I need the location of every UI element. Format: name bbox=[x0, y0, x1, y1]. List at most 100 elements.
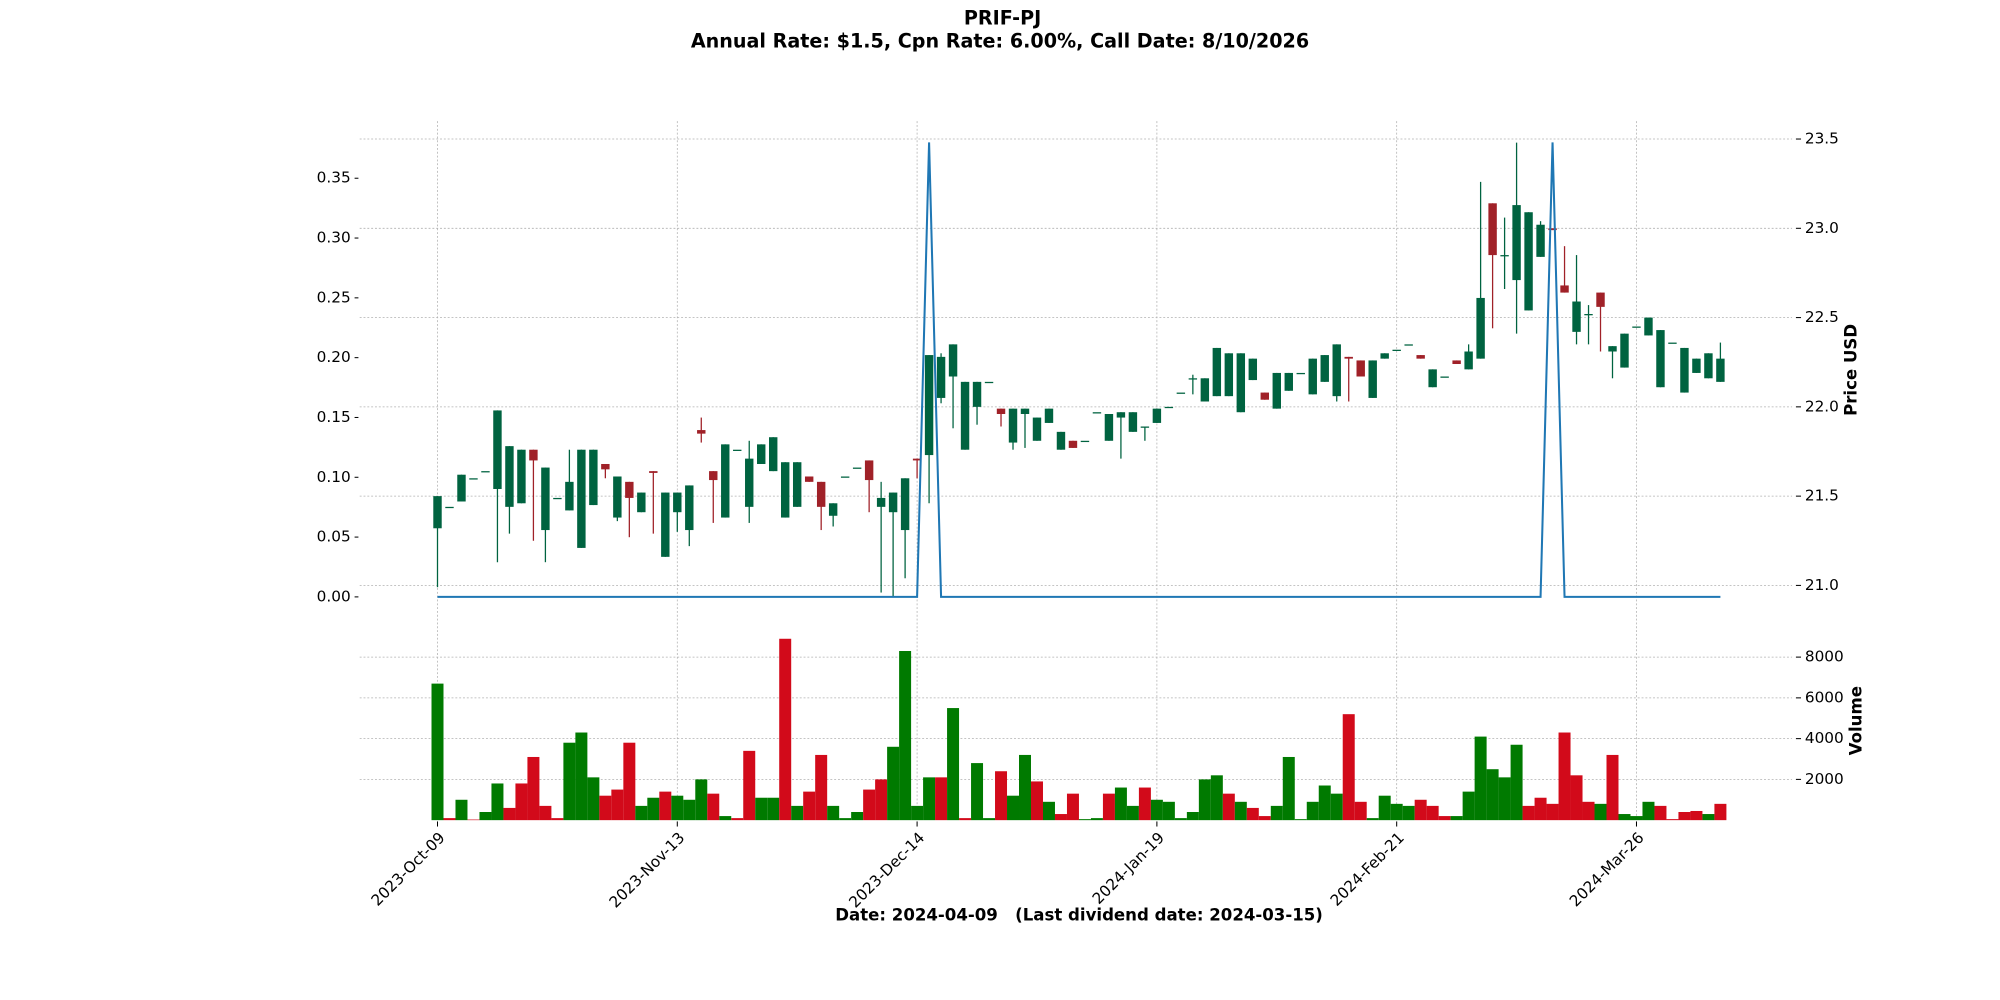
volume-bar bbox=[1402, 805, 1415, 821]
volume-bar bbox=[1426, 805, 1439, 821]
candle-body bbox=[1032, 417, 1042, 441]
candle-body bbox=[649, 471, 658, 473]
candle-body bbox=[1056, 431, 1066, 450]
x-tick-label: 2023-Oct-09 bbox=[368, 829, 449, 910]
candle-body bbox=[469, 478, 478, 480]
volume-bar bbox=[1606, 754, 1619, 821]
candle-body bbox=[996, 408, 1006, 415]
candle-body bbox=[1416, 355, 1425, 359]
candle-body bbox=[1512, 205, 1521, 281]
candle-body bbox=[1308, 358, 1317, 395]
volume-bar bbox=[1114, 787, 1127, 821]
candle-body bbox=[912, 458, 922, 461]
volume-bar bbox=[887, 746, 900, 821]
y-tick-label: 0.25 bbox=[317, 288, 351, 306]
candle-body bbox=[1116, 412, 1126, 418]
volume-bar bbox=[479, 812, 492, 821]
y2-axis-label: Price USD bbox=[1842, 324, 1861, 416]
candle-body bbox=[888, 492, 898, 513]
y2-tick-label: 21.0 bbox=[1805, 576, 1839, 594]
candle-body bbox=[1044, 408, 1054, 423]
candle-body bbox=[1080, 440, 1090, 443]
candle-body bbox=[517, 449, 526, 504]
candle-body bbox=[1092, 412, 1102, 414]
candle-body bbox=[1068, 440, 1078, 448]
candle-body bbox=[1644, 317, 1653, 336]
y-tick-label: 0.00 bbox=[317, 587, 351, 605]
volume-bar bbox=[1222, 793, 1235, 821]
candle-body bbox=[673, 492, 682, 513]
volume-bar bbox=[1438, 816, 1451, 821]
volume-bar bbox=[1019, 754, 1031, 821]
volume-bar bbox=[467, 819, 480, 821]
volume-bar bbox=[851, 812, 864, 821]
volume-bar bbox=[1582, 801, 1595, 821]
volume-bar bbox=[1546, 803, 1559, 821]
candle-body bbox=[1560, 285, 1569, 293]
candle-body bbox=[493, 410, 502, 489]
volume-bar bbox=[923, 777, 936, 821]
candle-body bbox=[804, 476, 814, 482]
candle-body bbox=[1272, 372, 1281, 409]
y-tick-label: 0.15 bbox=[317, 408, 351, 426]
volume-bar bbox=[1007, 795, 1020, 821]
chart-title: PRIF-PJ bbox=[964, 7, 1041, 30]
volume-bar bbox=[1126, 805, 1139, 821]
dividend-line bbox=[437, 142, 1721, 598]
candle-body bbox=[1668, 342, 1677, 344]
candle-body bbox=[1296, 372, 1305, 375]
volume-bar bbox=[623, 742, 636, 821]
candle-body bbox=[541, 467, 550, 531]
volume-bar bbox=[647, 797, 660, 821]
candle-body bbox=[816, 481, 826, 507]
volume-bar bbox=[1066, 793, 1079, 821]
volume-bar bbox=[1714, 803, 1727, 821]
candle-body bbox=[1224, 353, 1234, 397]
candle-body bbox=[457, 474, 466, 502]
candle-body bbox=[709, 471, 718, 481]
volume-bar bbox=[1678, 812, 1691, 821]
volume-bar bbox=[911, 805, 924, 821]
volume-bar bbox=[803, 791, 816, 821]
y2-tick-label: 21.5 bbox=[1805, 487, 1839, 505]
y2-tick-label: 23.5 bbox=[1805, 130, 1839, 148]
candle-body bbox=[1464, 351, 1473, 370]
candle-body bbox=[589, 449, 598, 506]
volume-bar bbox=[683, 799, 696, 821]
candle-body bbox=[864, 460, 874, 481]
candle-body bbox=[1188, 378, 1198, 380]
volume-bar bbox=[1294, 819, 1307, 821]
candle-body bbox=[900, 478, 910, 531]
candle-body bbox=[1020, 408, 1030, 415]
candle-body bbox=[1632, 326, 1641, 328]
candle-body bbox=[1248, 358, 1258, 381]
volume-tick-label: 8000 bbox=[1805, 648, 1844, 666]
candle-body bbox=[1200, 378, 1210, 402]
candle-body bbox=[433, 496, 442, 529]
volume-bar bbox=[659, 791, 672, 821]
volume-bar bbox=[1198, 779, 1211, 821]
volume-bar bbox=[1054, 814, 1067, 821]
volume-bar bbox=[1282, 756, 1295, 821]
candle-body bbox=[481, 471, 490, 473]
x-tick-label: 2023-Dec-14 bbox=[845, 829, 928, 912]
candle-body bbox=[1356, 360, 1365, 377]
candle-body bbox=[625, 481, 634, 498]
candle-body bbox=[661, 492, 670, 557]
candle-body bbox=[1704, 353, 1713, 379]
volume-bar bbox=[1630, 816, 1643, 821]
volume-bar bbox=[1522, 805, 1535, 821]
volume-bar bbox=[551, 818, 564, 821]
candle-body bbox=[565, 481, 574, 511]
volume-bar bbox=[1210, 775, 1223, 821]
volume-bar bbox=[1174, 818, 1187, 821]
volume-bar bbox=[1390, 803, 1403, 821]
candle-body bbox=[445, 506, 454, 509]
candle-body bbox=[1452, 360, 1461, 365]
volume-bar bbox=[503, 807, 516, 821]
volume-bar bbox=[1690, 810, 1703, 821]
volume-bar bbox=[539, 805, 552, 821]
candle-body bbox=[924, 355, 934, 456]
candle-body bbox=[1380, 353, 1389, 359]
